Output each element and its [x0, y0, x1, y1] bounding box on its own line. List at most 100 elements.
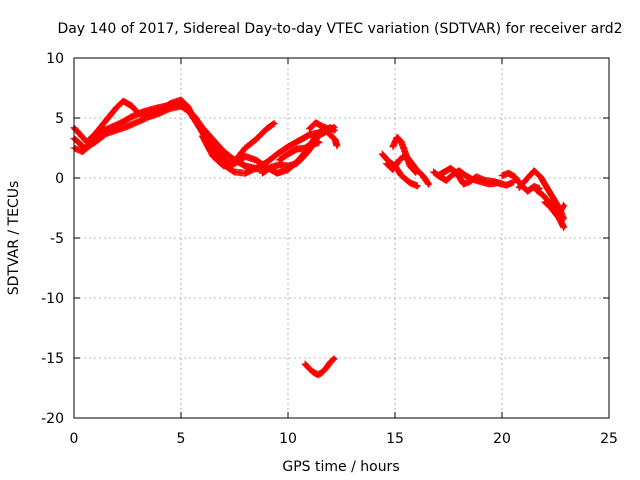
x-tick-label: 10 [279, 431, 297, 447]
data-point [286, 145, 290, 149]
data-point [104, 132, 108, 135]
grid [74, 58, 609, 418]
data-point [254, 158, 258, 162]
y-tick-label: 10 [46, 51, 64, 67]
data-point [126, 125, 129, 128]
data-point [455, 171, 459, 175]
data-point [303, 153, 307, 157]
data-point [278, 158, 281, 162]
data-point [312, 371, 315, 374]
data-point [400, 140, 403, 144]
data-series [434, 164, 505, 188]
data-point [408, 164, 412, 168]
data-point [539, 175, 542, 179]
data-point [436, 174, 440, 177]
data-point [265, 127, 268, 131]
data-point [442, 170, 446, 174]
data-point [500, 182, 504, 186]
data-series [541, 198, 567, 220]
data-point [464, 174, 467, 177]
y-tick-label: -5 [50, 231, 64, 247]
data-point [541, 193, 544, 197]
data-point [104, 119, 108, 122]
data-point [276, 171, 279, 175]
data-point [85, 140, 89, 144]
data-point [98, 131, 101, 134]
data-point [308, 127, 311, 131]
data-point [543, 200, 547, 204]
data-point [462, 182, 465, 186]
data-point [333, 138, 337, 141]
data-point [308, 367, 311, 371]
data-point [147, 115, 151, 119]
data-point [335, 145, 339, 149]
data-point [560, 222, 564, 225]
data-point [385, 162, 388, 165]
data-point [318, 133, 322, 137]
data-point [269, 165, 273, 169]
data-point [196, 123, 200, 127]
x-tick-label: 15 [386, 431, 404, 447]
data-point [222, 164, 226, 168]
data-point [445, 179, 448, 182]
data-point [130, 115, 134, 119]
data-point [320, 125, 324, 128]
data-point [154, 107, 157, 110]
data-point [188, 110, 191, 114]
data-point [526, 176, 529, 180]
data-point [534, 188, 538, 192]
y-axis-label: SDTVAR / TECUs [6, 181, 22, 296]
data-point [158, 111, 161, 115]
data-point [562, 203, 566, 206]
data-point [201, 134, 204, 138]
data-point [316, 373, 320, 377]
data-point [532, 185, 536, 188]
x-tick-label: 0 [70, 431, 79, 447]
data-point [380, 152, 384, 156]
data-point [243, 164, 247, 168]
data-point [295, 162, 298, 165]
data-series [258, 138, 323, 177]
data-point [169, 107, 172, 110]
y-tick-label: 0 [55, 171, 64, 187]
data-point [276, 152, 279, 156]
data-point [513, 175, 517, 179]
data-point [81, 150, 84, 153]
data-point [254, 167, 258, 170]
data-point [526, 189, 529, 193]
data-point [286, 164, 290, 168]
data-point [109, 126, 112, 129]
data-point [243, 146, 247, 150]
data-point [243, 155, 247, 158]
data-point [504, 183, 508, 187]
y-tick-label: -15 [41, 351, 64, 367]
data-point [329, 360, 333, 363]
data-point [179, 98, 183, 102]
data-point [179, 104, 183, 108]
data-point [312, 143, 315, 146]
x-tick-label: 25 [600, 431, 618, 447]
data-point [286, 152, 290, 156]
data-point [400, 174, 403, 177]
data-point [318, 140, 322, 144]
data-point [421, 174, 425, 177]
data-point [492, 180, 495, 183]
data-point [427, 183, 431, 187]
data-point [119, 121, 123, 125]
x-axis-label: GPS time / hours [282, 459, 399, 475]
data-point [562, 227, 566, 230]
data-series [389, 133, 420, 176]
data-point [211, 155, 215, 158]
data-series [301, 355, 338, 379]
axis-ticks: 0 5 10 15 20 25 -20 -15 -10 -5 0 5 10 [41, 51, 618, 447]
data-point [130, 104, 134, 108]
data-point [297, 139, 301, 143]
data-point [325, 366, 328, 369]
data-point [136, 120, 140, 123]
data-point [415, 171, 418, 175]
data-point [233, 170, 236, 174]
data-point [397, 158, 401, 162]
data-point [556, 215, 559, 218]
data-point [507, 171, 510, 175]
